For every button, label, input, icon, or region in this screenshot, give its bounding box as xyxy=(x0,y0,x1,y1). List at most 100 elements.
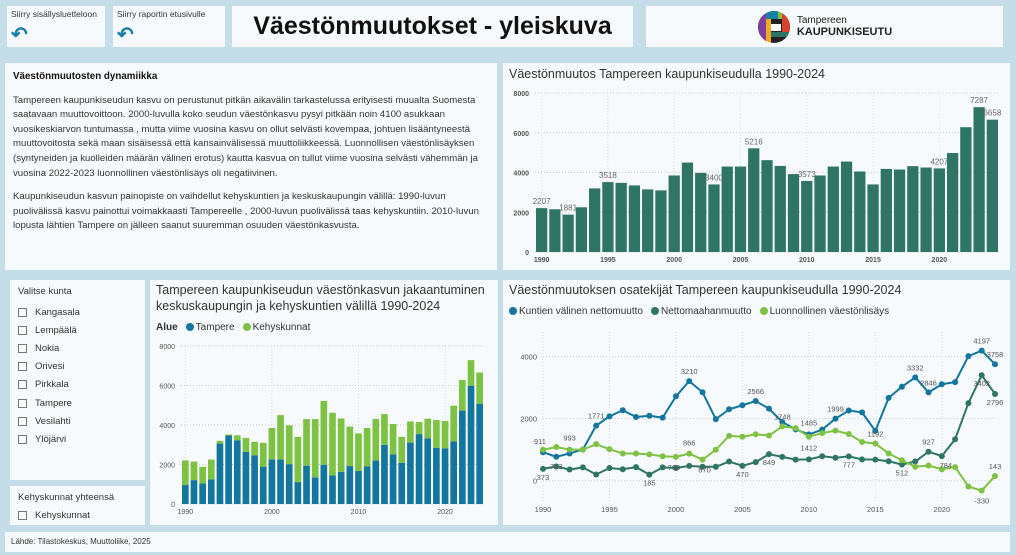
y-tick-label: 0 xyxy=(171,502,175,509)
checkbox[interactable] xyxy=(18,510,27,520)
data-label: 6658 xyxy=(983,109,1001,118)
bar-2003 xyxy=(708,184,720,252)
nav-to-frontpage-button[interactable]: Siirry raportin etusivulle ↶ xyxy=(113,6,225,47)
bar-1993 xyxy=(575,207,588,252)
data-point xyxy=(633,450,640,457)
data-point xyxy=(898,457,905,464)
data-point xyxy=(952,379,959,386)
data-label: 760 xyxy=(668,463,681,472)
checkbox[interactable] xyxy=(18,380,27,390)
data-point xyxy=(712,446,719,453)
data-label: 2796 xyxy=(987,398,1004,407)
bar-2012 xyxy=(827,166,839,252)
checkbox[interactable] xyxy=(18,325,27,335)
y-tick-label: 2000 xyxy=(520,415,537,424)
data-point xyxy=(766,451,772,458)
data-point xyxy=(925,448,932,455)
slicer-option-nokia[interactable]: Nokia xyxy=(18,339,137,357)
checkbox[interactable] xyxy=(18,398,27,408)
data-point xyxy=(978,347,985,354)
data-point xyxy=(752,398,759,405)
bar-kehyskunnat-2012 xyxy=(372,419,380,461)
data-point xyxy=(952,436,959,443)
data-point xyxy=(633,414,640,420)
data-point xyxy=(938,466,945,473)
data-label: 2846 xyxy=(920,378,937,387)
data-point xyxy=(593,441,600,448)
checkbox[interactable] xyxy=(18,416,27,426)
bar-kehyskunnat-1993 xyxy=(207,459,215,480)
bar-kehyskunnat-1996 xyxy=(233,435,241,441)
bar-kehyskunnat-2002 xyxy=(285,425,293,465)
legend: Kuntien välinen nettomuutto Nettomaahanm… xyxy=(509,306,889,317)
data-point xyxy=(872,427,879,434)
legend-item-kehyskunnat[interactable]: Kehyskunnat xyxy=(242,322,310,333)
checkbox[interactable] xyxy=(18,343,27,353)
slicer-option-lempäälä[interactable]: Lempäälä xyxy=(18,321,137,339)
legend-item-interregional[interactable]: Kuntien välinen nettomuutto xyxy=(509,306,643,317)
data-point xyxy=(912,374,919,381)
checkbox[interactable] xyxy=(18,307,27,317)
y-tick-label: 4000 xyxy=(159,423,175,430)
data-point xyxy=(686,450,693,457)
slicer-option-pirkkala[interactable]: Pirkkala xyxy=(18,376,137,394)
slicer-option-kangasala[interactable]: Kangasala xyxy=(18,303,137,321)
bar-kehyskunnat-2015 xyxy=(398,436,406,463)
data-point xyxy=(845,407,852,414)
legend-item-tampere[interactable]: Tampere xyxy=(185,322,235,333)
bar-1991 xyxy=(549,209,561,252)
bar-tampere-2011 xyxy=(363,466,371,504)
slicer-option-ylöjärvi[interactable]: Ylöjärvi xyxy=(18,430,137,448)
legend-label: Nettomaahanmuutto xyxy=(660,306,752,317)
data-point xyxy=(872,440,879,447)
bar-2006 xyxy=(748,148,760,252)
bar-tampere-2020 xyxy=(441,448,449,504)
data-point xyxy=(978,487,985,494)
nav-to-toc-button[interactable]: Siirry sisällysluetteloon ↶ xyxy=(7,6,105,47)
y-tick-label: 8000 xyxy=(159,344,175,351)
y-tick-label: 6000 xyxy=(159,384,175,391)
bar-tampere-2000 xyxy=(268,459,276,504)
checkbox[interactable] xyxy=(18,362,27,372)
logo-line2: KAUPUNKISEUTU xyxy=(796,25,893,38)
bar-2023 xyxy=(973,107,985,253)
bar-tampere-1992 xyxy=(199,483,206,504)
data-point xyxy=(739,462,746,469)
y-tick-label: 6000 xyxy=(513,131,529,138)
data-label: 1771 xyxy=(588,412,605,421)
x-tick-label: 1990 xyxy=(178,509,194,516)
slicer-option-vesilahti[interactable]: Vesilahti xyxy=(18,412,137,430)
bar-kehyskunnat-1997 xyxy=(242,437,250,452)
data-label: 784 xyxy=(940,461,953,470)
bar-2017 xyxy=(893,169,906,252)
bar-1990 xyxy=(536,208,548,252)
data-point xyxy=(779,453,786,460)
y-tick-label: 2000 xyxy=(513,210,529,217)
data-point xyxy=(792,456,799,463)
bar-tampere-2005 xyxy=(311,477,319,504)
legend-item-immigration[interactable]: Nettomaahanmuutto xyxy=(650,306,752,317)
bar-kehyskunnat-2021 xyxy=(450,405,458,442)
kehyskunnat-slicer: Kehyskunnat yhteensä Kehyskunnat xyxy=(10,486,145,525)
checkbox[interactable] xyxy=(18,434,27,444)
legend-dot-icon xyxy=(185,323,194,331)
data-point xyxy=(805,433,812,440)
data-point xyxy=(952,464,959,471)
bar-tampere-2003 xyxy=(294,482,302,504)
data-point xyxy=(646,471,653,478)
data-point xyxy=(686,378,693,385)
nav-label: Siirry raportin etusivulle xyxy=(117,9,206,19)
data-point xyxy=(672,393,679,400)
option-label: Kangasala xyxy=(35,306,80,318)
chart-title: Tampereen kaupunkiseudun väestönkasvun j… xyxy=(156,283,485,313)
slicer-option-orivesi[interactable]: Orivesi xyxy=(18,358,137,376)
bar-kehyskunnat-1998 xyxy=(251,441,258,456)
slicer-option-kehyskunnat[interactable]: Kehyskunnat xyxy=(18,506,137,524)
text-panel: Väestönmuutosten dynamiikka Tampereen ka… xyxy=(5,63,497,270)
bar-kehyskunnat-2022 xyxy=(459,379,466,411)
x-tick-label: 2015 xyxy=(865,257,881,264)
legend-item-natural[interactable]: Luonnollinen väestönlisäys xyxy=(759,306,889,317)
bar-1997 xyxy=(628,185,641,252)
data-point xyxy=(579,464,586,471)
slicer-option-tampere[interactable]: Tampere xyxy=(18,394,137,412)
